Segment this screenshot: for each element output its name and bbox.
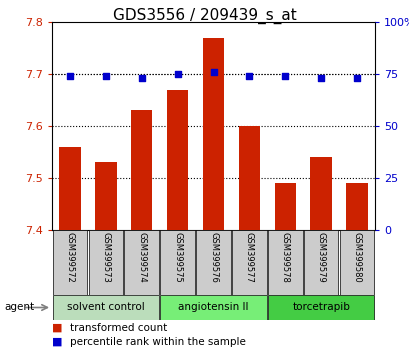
Text: GSM399573: GSM399573 bbox=[101, 232, 110, 283]
FancyBboxPatch shape bbox=[303, 230, 337, 295]
Bar bbox=[238, 126, 260, 230]
Text: GSM399579: GSM399579 bbox=[316, 232, 325, 283]
Point bbox=[281, 73, 288, 79]
Text: ■: ■ bbox=[52, 323, 62, 333]
FancyBboxPatch shape bbox=[267, 295, 373, 320]
Text: agent: agent bbox=[4, 303, 34, 313]
Point bbox=[138, 75, 145, 81]
FancyBboxPatch shape bbox=[267, 230, 302, 295]
FancyBboxPatch shape bbox=[88, 230, 123, 295]
Bar bbox=[130, 110, 152, 230]
Text: angiotensin II: angiotensin II bbox=[178, 303, 248, 313]
Bar bbox=[310, 157, 331, 230]
Text: GSM399578: GSM399578 bbox=[280, 232, 289, 283]
FancyBboxPatch shape bbox=[196, 230, 230, 295]
Text: GSM399572: GSM399572 bbox=[65, 232, 74, 283]
Bar bbox=[346, 183, 367, 230]
Text: percentile rank within the sample: percentile rank within the sample bbox=[70, 337, 246, 347]
FancyBboxPatch shape bbox=[53, 295, 159, 320]
Text: transformed count: transformed count bbox=[70, 323, 167, 333]
Bar bbox=[95, 162, 116, 230]
Text: GSM399580: GSM399580 bbox=[352, 232, 361, 283]
Text: solvent control: solvent control bbox=[67, 303, 144, 313]
FancyBboxPatch shape bbox=[53, 230, 87, 295]
Text: GSM399574: GSM399574 bbox=[137, 232, 146, 283]
FancyBboxPatch shape bbox=[231, 230, 266, 295]
Text: GSM399575: GSM399575 bbox=[173, 232, 182, 283]
Bar bbox=[59, 147, 81, 230]
Point bbox=[353, 75, 360, 81]
Text: ■: ■ bbox=[52, 337, 62, 347]
Bar bbox=[166, 90, 188, 230]
FancyBboxPatch shape bbox=[124, 230, 159, 295]
Bar bbox=[202, 38, 224, 230]
Point bbox=[67, 73, 73, 79]
Point bbox=[245, 73, 252, 79]
FancyBboxPatch shape bbox=[160, 295, 266, 320]
Point bbox=[102, 73, 109, 79]
Point bbox=[317, 75, 324, 81]
FancyBboxPatch shape bbox=[339, 230, 373, 295]
Point bbox=[210, 69, 216, 75]
Text: GSM399576: GSM399576 bbox=[209, 232, 218, 283]
Text: torcetrapib: torcetrapib bbox=[292, 303, 349, 313]
Text: GSM399577: GSM399577 bbox=[244, 232, 253, 283]
Point bbox=[174, 71, 180, 77]
FancyBboxPatch shape bbox=[160, 230, 194, 295]
Text: GDS3556 / 209439_s_at: GDS3556 / 209439_s_at bbox=[113, 8, 296, 24]
Bar bbox=[274, 183, 295, 230]
